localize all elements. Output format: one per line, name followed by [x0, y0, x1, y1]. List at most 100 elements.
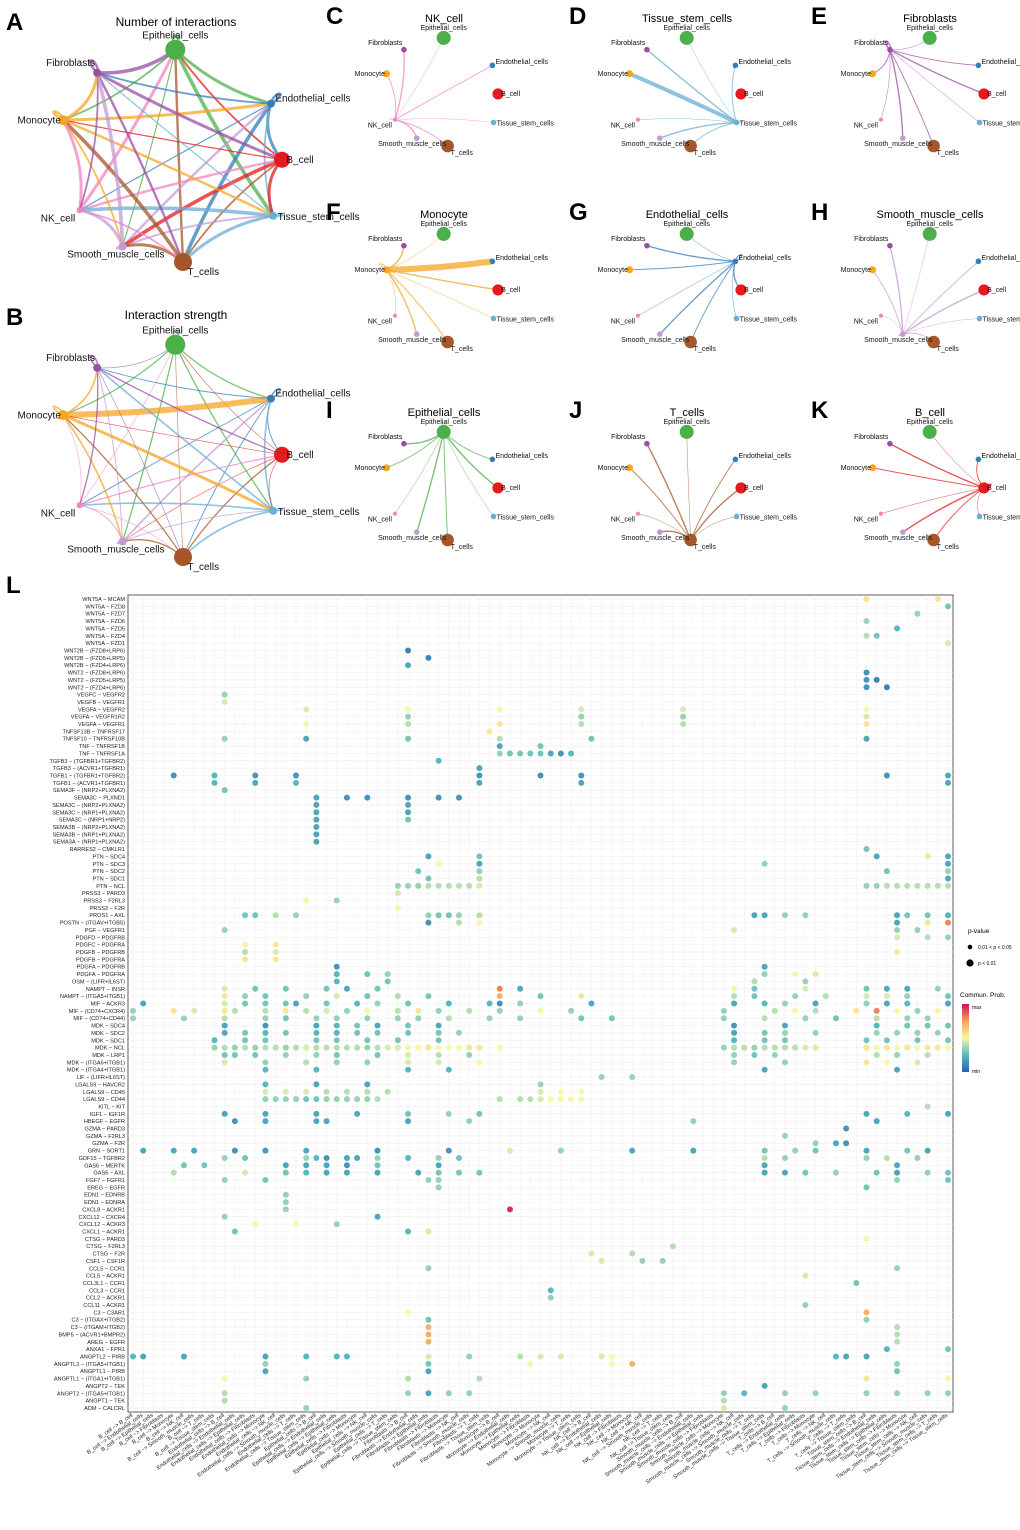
dot-point — [405, 1309, 412, 1316]
node-Epithelial_cells — [436, 30, 451, 45]
dot-point — [883, 985, 890, 992]
node-label-Endothelial_cells: Endothelial_cells — [738, 59, 791, 66]
edge-Epithelial_cells-to-NK_cell — [78, 49, 177, 212]
node-label-Epithelial_cells: Epithelial_cells — [664, 419, 711, 426]
dot-point — [282, 1044, 289, 1051]
dot-point — [863, 669, 870, 676]
dot-point — [313, 823, 320, 830]
dot-point — [435, 912, 442, 919]
node-label-T_cells: T_cells — [694, 544, 717, 551]
dot-point — [496, 985, 503, 992]
dot-point — [517, 985, 524, 992]
dot-point — [405, 809, 412, 816]
dot-point — [415, 1169, 422, 1176]
panel-title-C: NK_cell — [425, 13, 463, 25]
dot-point — [140, 1353, 147, 1360]
dot-point — [904, 1015, 911, 1022]
dot-point — [221, 1110, 228, 1117]
dot-point — [761, 1147, 768, 1154]
network-panel-H-nodes: Epithelial_cells Endothelial_cells B_cell T… — [841, 221, 1020, 353]
dot-point — [282, 1088, 289, 1095]
node-Epithelial_cells — [922, 226, 937, 241]
dot-point — [343, 1096, 350, 1103]
dot-point — [293, 1096, 299, 1103]
dot-point — [435, 1044, 442, 1051]
node-Tissue_stem_cells — [976, 513, 983, 520]
dot-point — [435, 882, 442, 889]
dot-point — [883, 1044, 890, 1051]
y-tick-label: GZMA − F2RL3 — [86, 1134, 125, 1140]
dot-point — [221, 1051, 228, 1058]
dot-point — [466, 1353, 473, 1360]
edge-Endothelial_cells-to-Monocyte — [63, 102, 272, 122]
dot-point — [425, 1324, 432, 1331]
dot-point — [476, 853, 483, 860]
dot-point — [945, 1169, 951, 1176]
dot-point — [435, 794, 442, 801]
dot-point — [720, 1405, 727, 1411]
dot-point — [323, 1088, 330, 1095]
edge-Tissue_stem_cells-to-T_cells — [182, 509, 274, 558]
dot-point — [323, 1007, 330, 1014]
dot-point — [323, 1154, 330, 1161]
y-tick-label: PGF − VEGFR1 — [85, 928, 125, 934]
dot-point — [863, 684, 870, 691]
dot-point — [924, 882, 931, 889]
dot-point — [221, 1059, 228, 1066]
dot-point — [537, 750, 544, 757]
node-label-NK_cell: NK_cell — [41, 508, 75, 519]
dot-point — [578, 721, 585, 728]
dot-point — [751, 1044, 758, 1051]
panel-letter-K: K — [811, 397, 829, 424]
dot-point — [883, 993, 890, 1000]
dot-point — [802, 978, 809, 985]
y-tick-label: GAS6 − AXL — [93, 1171, 125, 1177]
dot-point — [456, 912, 462, 919]
dot-point — [517, 1353, 524, 1360]
network-panel-F-nodes: Epithelial_cells Endothelial_cells B_cell T… — [355, 221, 555, 353]
y-tick-label: MIF − (CD74+CXCR4) — [69, 1009, 125, 1015]
dot-point — [924, 1022, 931, 1029]
dot-point — [945, 772, 951, 779]
dot-point — [822, 993, 829, 1000]
dot-point — [405, 1375, 412, 1382]
dot-point — [883, 1154, 890, 1161]
y-tick-label: CTSG − F2R — [93, 1252, 125, 1258]
dot-point — [415, 1044, 422, 1051]
dot-point — [863, 1044, 870, 1051]
edge-NK_cell-to-Monocyte — [386, 73, 397, 120]
edge-Endothelial_cells-to-T_cells — [181, 102, 273, 263]
dot-point — [924, 934, 931, 941]
dot-point — [405, 1000, 412, 1007]
dot-point — [313, 838, 320, 845]
edge-Endothelial_cells-to-Tissue_stem_cells — [731, 261, 737, 319]
edge-Tissue_stem_cells-to-NK_cell — [79, 502, 274, 512]
node-Tissue_stem_cells — [490, 513, 497, 520]
node-Tissue_stem_cells — [733, 315, 740, 322]
dot-point — [914, 610, 921, 617]
panel-title-K: B_cell — [915, 407, 945, 419]
dot-point — [894, 1177, 901, 1184]
dot-point — [435, 1022, 442, 1029]
dot-point — [221, 1390, 228, 1397]
y-tick-label: EDN1 − EDNRA — [84, 1200, 125, 1206]
dot-point — [894, 1066, 901, 1073]
node-label-Fibroblasts: Fibroblasts — [368, 236, 403, 243]
dot-point — [731, 1051, 738, 1058]
y-tick-label: GZMA − PARD3 — [85, 1127, 125, 1133]
node-Fibroblasts — [887, 440, 893, 447]
node-label-T_cells: T_cells — [937, 150, 960, 157]
dot-point — [761, 963, 768, 970]
edge-Fibroblasts-to-Tissue_stem_cells — [889, 49, 980, 123]
dot-point — [221, 698, 228, 705]
panel-letter-D: D — [569, 3, 586, 30]
dot-point — [894, 1324, 901, 1331]
dot-point — [262, 1037, 269, 1044]
node-label-Smooth_muscle_cells: Smooth_muscle_cells — [621, 535, 690, 542]
dot-point — [303, 1154, 310, 1161]
dot-point — [242, 956, 249, 963]
dot-point — [802, 1272, 809, 1279]
node-Monocyte — [869, 266, 877, 274]
dot-point — [303, 1007, 310, 1014]
dot-point — [496, 750, 503, 757]
